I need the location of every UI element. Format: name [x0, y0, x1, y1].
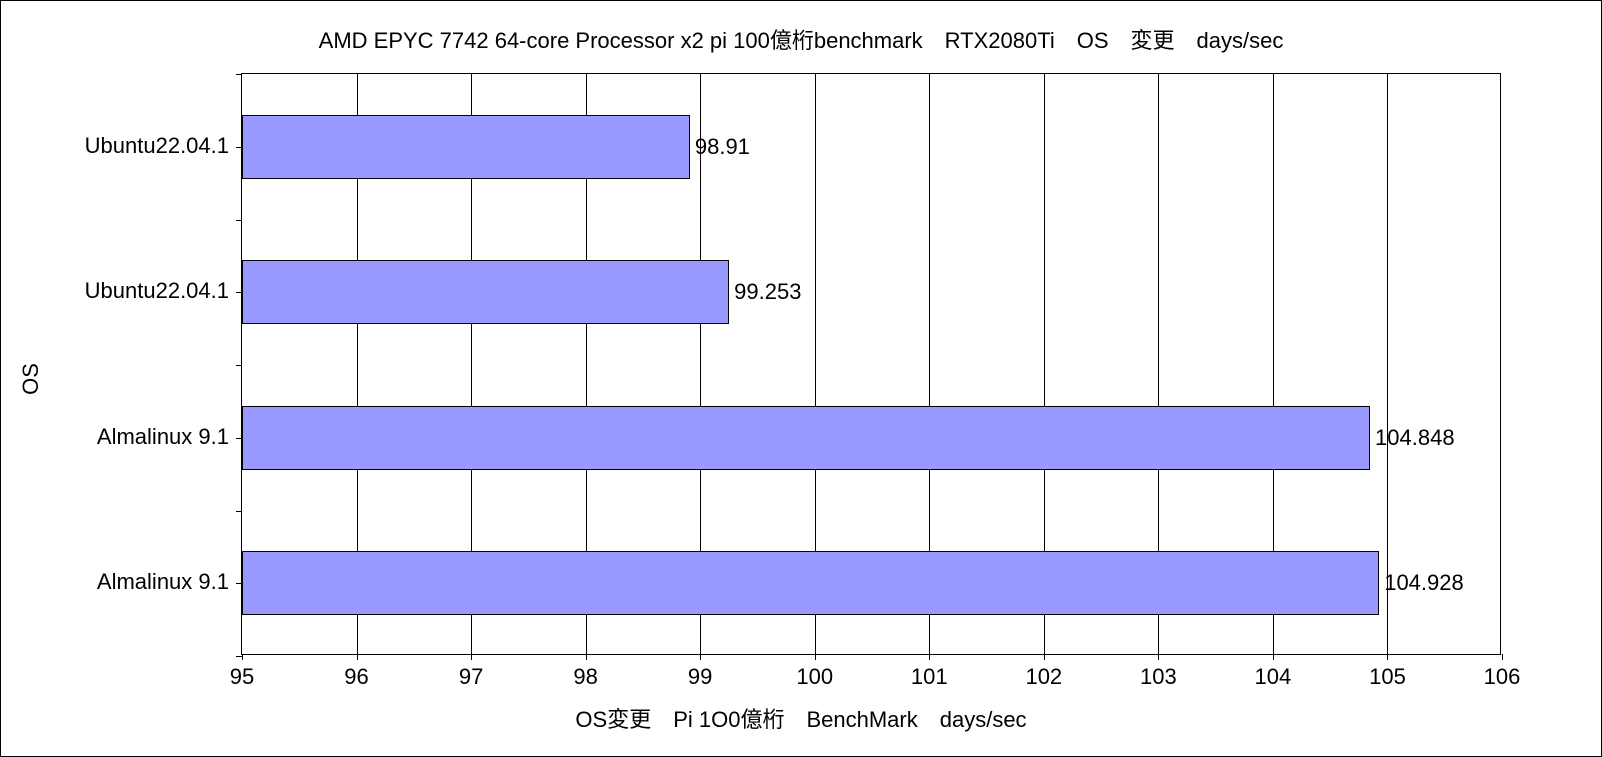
x-tick-label: 103	[1140, 664, 1177, 690]
x-tick	[1158, 654, 1159, 660]
y-tick	[236, 365, 242, 366]
y-tick	[236, 583, 242, 584]
x-tick-label: 102	[1025, 664, 1062, 690]
y-tick-label: Ubuntu22.04.1	[85, 278, 229, 304]
x-tick	[1387, 654, 1388, 660]
y-tick	[236, 74, 242, 75]
x-tick	[700, 654, 701, 660]
y-tick	[236, 511, 242, 512]
x-tick	[815, 654, 816, 660]
x-axis-label: OS変更 Pi 1O0億桁 BenchMark days/sec	[1, 702, 1601, 734]
x-tick-label: 106	[1484, 664, 1521, 690]
y-tick	[236, 438, 242, 439]
x-tick	[586, 654, 587, 660]
y-tick	[236, 147, 242, 148]
bar-value-label: 98.91	[689, 134, 750, 160]
bar-value-label: 99.253	[728, 279, 801, 305]
x-tick-label: 99	[688, 664, 712, 690]
x-tick	[357, 654, 358, 660]
x-tick	[471, 654, 472, 660]
y-axis-label: OS	[18, 363, 44, 395]
x-tick-label: 100	[796, 664, 833, 690]
chart-title: AMD EPYC 7742 64-core Processor x2 pi 10…	[1, 23, 1601, 55]
bar: 99.253	[242, 260, 729, 324]
x-tick	[1502, 654, 1503, 660]
y-tick-label: Almalinux 9.1	[97, 424, 229, 450]
y-tick	[236, 220, 242, 221]
x-tick-label: 98	[573, 664, 597, 690]
x-tick	[1044, 654, 1045, 660]
y-tick-label: Ubuntu22.04.1	[85, 133, 229, 159]
x-tick	[929, 654, 930, 660]
plot-area: 959697989910010110210310410510698.9199.2…	[241, 73, 1501, 655]
bar: 104.848	[242, 406, 1370, 470]
x-tick-label: 95	[230, 664, 254, 690]
x-tick-label: 104	[1255, 664, 1292, 690]
y-tick	[236, 292, 242, 293]
y-tick	[236, 656, 242, 657]
bar: 98.91	[242, 115, 690, 179]
x-tick-label: 96	[344, 664, 368, 690]
x-tick	[242, 654, 243, 660]
x-tick	[1273, 654, 1274, 660]
bar: 104.928	[242, 551, 1379, 615]
x-tick-label: 101	[911, 664, 948, 690]
x-tick-label: 105	[1369, 664, 1406, 690]
bar-value-label: 104.848	[1369, 425, 1455, 451]
x-tick-label: 97	[459, 664, 483, 690]
chart-container: AMD EPYC 7742 64-core Processor x2 pi 10…	[0, 0, 1602, 757]
gridline	[1387, 74, 1388, 654]
bar-value-label: 104.928	[1378, 570, 1464, 596]
y-tick-label: Almalinux 9.1	[97, 569, 229, 595]
